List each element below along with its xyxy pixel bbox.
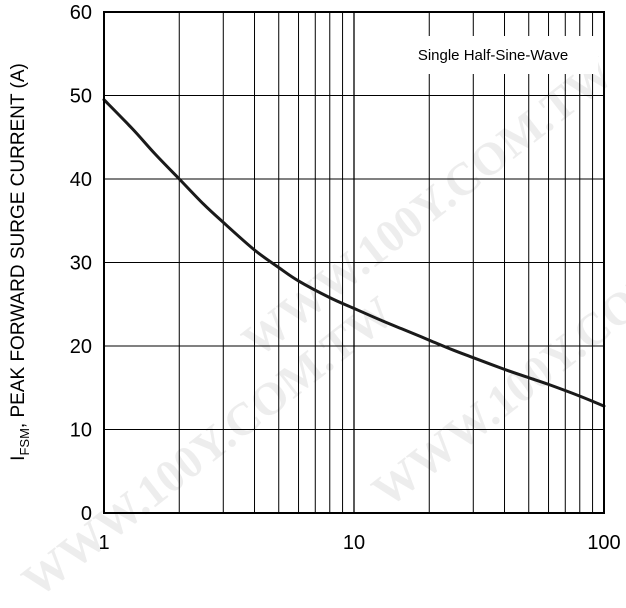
annotation-box [388, 36, 598, 74]
x-tick-label: 100 [587, 532, 620, 554]
grid [104, 12, 604, 513]
plot-frame [103, 11, 605, 514]
y-tick-label: 60 [70, 2, 92, 24]
y-axis-label-main: I [8, 456, 29, 461]
y-axis-label: IFSM, PEAK FORWARD SURGE CURRENT (A) [8, 63, 32, 461]
y-tick-label: 40 [70, 169, 92, 191]
curve-layer [102, 98, 606, 408]
x-tick-label: 1 [98, 532, 109, 554]
y-tick-label: 0 [81, 503, 92, 525]
y-tick-label: 10 [70, 420, 92, 442]
x-tick-label: 10 [343, 532, 365, 554]
y-tick-label: 20 [70, 336, 92, 358]
y-tick-label: 50 [70, 86, 92, 108]
y-tick-label: 30 [70, 253, 92, 275]
tick-labels: 0 10 20 30 40 50 60 1 10 100 [70, 2, 621, 554]
y-axis-label-subscript: FSM [17, 428, 32, 455]
surge-current-chart: 0 10 20 30 40 50 60 1 10 100 Single Half-Sine-Wav… [8, 2, 621, 554]
surge-current-curve [102, 98, 606, 408]
annotation-label: Single Half-Sine-Wave [418, 47, 568, 64]
y-axis-label-rest: , PEAK FORWARD SURGE CURRENT (A) [8, 63, 29, 428]
